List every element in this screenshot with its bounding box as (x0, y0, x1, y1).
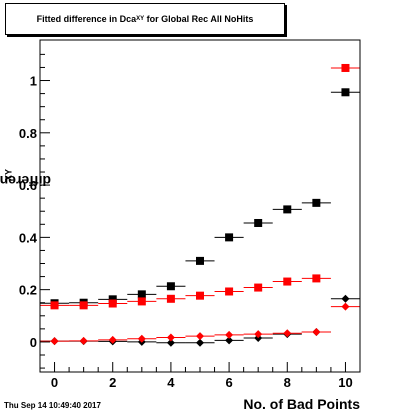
plot-frame (39, 39, 361, 373)
data-point (137, 334, 146, 343)
y-tick-label: 0.4 (19, 230, 38, 245)
data-point (312, 198, 321, 207)
y-tick-label: 0.8 (19, 126, 37, 141)
data-point (283, 329, 292, 338)
data-point (283, 205, 292, 214)
data-point (50, 337, 59, 346)
data-point (108, 295, 117, 304)
plot-title-suffix: for Global Rec All NoHits (144, 14, 254, 24)
data-point (196, 338, 204, 347)
series-1 (40, 63, 360, 310)
y-axis-label-main: difference in Dca (0, 173, 52, 190)
data-point (137, 290, 146, 299)
y-tick-label: 0 (30, 335, 37, 350)
y-tick-label: 0.6 (19, 178, 37, 193)
data-point (108, 299, 117, 308)
data-point (166, 282, 175, 291)
series-0 (40, 88, 360, 308)
x-tick-label: 6 (225, 375, 232, 390)
plot-title-sub: XY (136, 16, 145, 22)
data-point (166, 294, 175, 303)
data-point (225, 336, 234, 345)
data-point (341, 63, 350, 72)
data-point (312, 328, 321, 337)
y-tick-label: 1 (30, 74, 37, 89)
data-point (50, 301, 59, 310)
data-point (225, 287, 234, 296)
timestamp: Thu Sep 14 10:49:40 2017 (4, 401, 101, 410)
y-tick-label: 0.2 (19, 283, 37, 298)
data-point (341, 88, 350, 97)
data-point (283, 277, 292, 286)
series-3 (40, 302, 360, 346)
x-tick-label: 10 (338, 375, 352, 390)
data-point (225, 233, 234, 242)
data-point (196, 332, 204, 341)
x-tick-label: 2 (109, 375, 116, 390)
data-point (312, 274, 321, 283)
data-point (196, 291, 204, 300)
x-tick-label: 8 (284, 375, 291, 390)
plot-title-main: Fitted difference in Dca (36, 14, 137, 24)
x-tick-label: 4 (167, 375, 175, 390)
data-point (254, 283, 263, 292)
data-point (108, 335, 117, 344)
x-tick-label: 0 (51, 375, 58, 390)
data-point (254, 218, 263, 227)
data-point (79, 336, 88, 345)
data-point (254, 330, 263, 339)
data-point (166, 333, 175, 342)
data-point (341, 294, 350, 303)
plot-title: Fitted difference in Dca XY for Global Re… (5, 3, 285, 35)
data-point (137, 297, 146, 306)
data-point (225, 330, 234, 339)
data-point (341, 302, 350, 311)
data-point (79, 301, 88, 310)
data-point (166, 338, 175, 347)
data-point (196, 256, 204, 265)
x-axis-label: No. of Bad Points (243, 396, 360, 412)
